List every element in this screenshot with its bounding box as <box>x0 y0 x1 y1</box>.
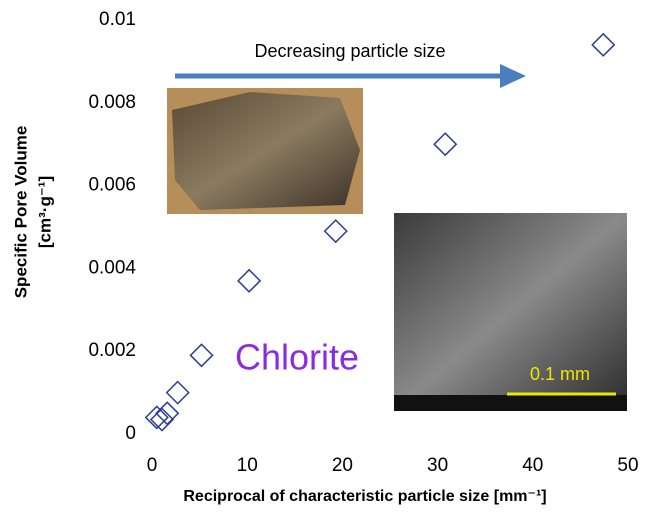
annotation: Chlorite <box>235 337 359 378</box>
sem-photo <box>394 213 627 411</box>
rock-photo <box>172 92 360 210</box>
data-point <box>191 344 213 366</box>
data-point <box>167 382 189 404</box>
annotation: 0.1 mm <box>530 364 590 384</box>
y-tick-label: 0.006 <box>88 175 136 196</box>
sem-info-bar <box>394 395 627 411</box>
x-tick-label: 40 <box>522 455 543 476</box>
y-tick-label: 0.01 <box>99 9 136 30</box>
chart: Decreasing particle size Chlorite 0.1 mm… <box>0 0 646 512</box>
x-tick-label: 0 <box>147 455 158 476</box>
data-point <box>325 220 347 242</box>
y-tick-label: 0.002 <box>88 340 136 361</box>
x-axis-label: Reciprocal of characteristic particle si… <box>183 488 546 505</box>
data-point <box>592 34 614 56</box>
x-tick-label: 20 <box>332 455 353 476</box>
annotation: Decreasing particle size <box>254 41 445 61</box>
y-axis-label: [cm³·g⁻¹] <box>35 176 54 248</box>
arrow-head <box>500 64 526 88</box>
y-axis-label: Specific Pore Volume <box>11 126 30 299</box>
x-tick-label: 30 <box>427 455 448 476</box>
x-tick-label: 10 <box>237 455 258 476</box>
y-tick-label: 0.008 <box>88 92 136 113</box>
y-tick-label: 0 <box>125 423 136 444</box>
y-tick-label: 0.004 <box>88 257 136 278</box>
x-tick-label: 50 <box>617 455 638 476</box>
page: {"chart_data": {"type": "scatter", "x_la… <box>0 0 646 512</box>
data-point <box>238 270 260 292</box>
data-point <box>434 133 456 155</box>
